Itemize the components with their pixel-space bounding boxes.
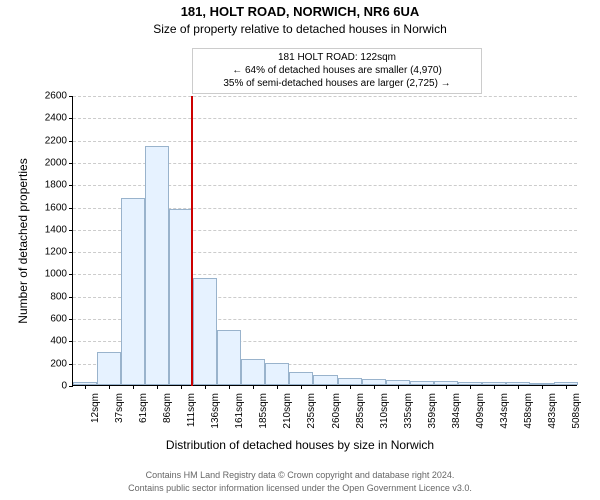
histogram-bar	[193, 278, 217, 385]
x-tick-label: 185sqm	[258, 389, 269, 429]
histogram-bar	[145, 146, 169, 385]
histogram-bar	[313, 375, 337, 385]
annotation-box: 181 HOLT ROAD: 122sqm ← 64% of detached …	[192, 48, 482, 94]
histogram-bar	[121, 198, 145, 385]
x-tick-label: 161sqm	[234, 389, 245, 429]
histogram-bar	[241, 359, 265, 385]
y-axis-label: Number of detached properties	[16, 96, 30, 386]
x-axis-label: Distribution of detached houses by size …	[0, 438, 600, 452]
x-tick-label: 210sqm	[282, 389, 293, 429]
histogram-bar	[338, 378, 362, 385]
chart-title: 181, HOLT ROAD, NORWICH, NR6 6UA	[0, 4, 600, 19]
annotation-line1: 181 HOLT ROAD: 122sqm	[199, 51, 475, 64]
x-tick-label: 37sqm	[114, 389, 125, 423]
x-tick-label: 483sqm	[547, 389, 558, 429]
x-tick-label: 12sqm	[90, 389, 101, 423]
x-tick-label: 310sqm	[379, 389, 390, 429]
x-tick-label: 384sqm	[451, 389, 462, 429]
histogram-bar	[265, 363, 289, 385]
histogram-bar	[97, 352, 121, 385]
x-tick-label: 335sqm	[403, 389, 414, 429]
x-tick-label: 409sqm	[475, 389, 486, 429]
attribution-line2: Contains public sector information licen…	[0, 483, 600, 493]
x-tick-label: 359sqm	[427, 389, 438, 429]
histogram-bar	[169, 209, 193, 385]
x-tick-label: 260sqm	[331, 389, 342, 429]
chart-subtitle: Size of property relative to detached ho…	[0, 22, 600, 36]
x-tick-label: 458sqm	[523, 389, 534, 429]
x-tick-label: 285sqm	[355, 389, 366, 429]
annotation-line2: ← 64% of detached houses are smaller (4,…	[199, 64, 475, 77]
x-tick-label: 61sqm	[138, 389, 149, 423]
marker-line	[191, 96, 193, 386]
x-tick-label: 86sqm	[162, 389, 173, 423]
x-tick-label: 434sqm	[499, 389, 510, 429]
x-tick-label: 111sqm	[186, 389, 197, 427]
annotation-line3: 35% of semi-detached houses are larger (…	[199, 77, 475, 90]
x-tick-label: 136sqm	[210, 389, 221, 429]
plot-area: 0200400600800100012001400160018002000220…	[72, 96, 577, 386]
histogram-bar	[217, 330, 241, 385]
attribution-line1: Contains HM Land Registry data © Crown c…	[0, 470, 600, 480]
x-tick-label: 508sqm	[571, 389, 582, 429]
histogram-bar	[289, 372, 313, 385]
x-tick-label: 235sqm	[306, 389, 317, 429]
